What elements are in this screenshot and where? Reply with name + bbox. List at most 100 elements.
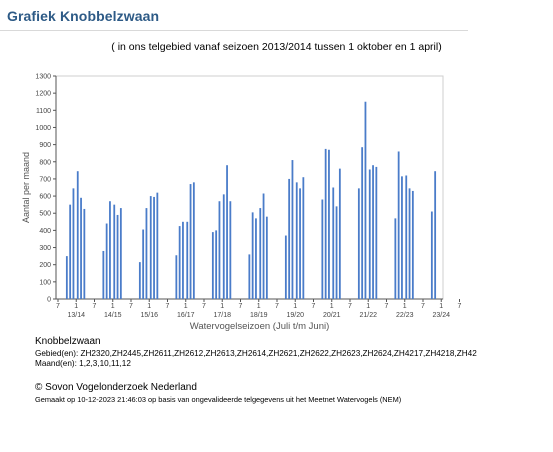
bar <box>153 196 155 299</box>
season-label: 15/16 <box>140 312 158 319</box>
bar <box>182 221 184 299</box>
bar <box>361 147 364 299</box>
x-tick-label-january: 1 <box>293 303 297 310</box>
bar <box>291 160 294 299</box>
bar <box>175 255 178 299</box>
season-label: 18/19 <box>250 312 268 319</box>
bar <box>80 197 82 299</box>
bar <box>375 166 378 299</box>
x-tick-label-july: 7 <box>348 303 352 310</box>
x-tick-label-july: 7 <box>93 303 97 310</box>
x-tick-label-july: 7 <box>56 303 60 310</box>
bar <box>142 229 145 299</box>
bar <box>226 165 228 299</box>
y-tick-label: 700 <box>39 176 51 183</box>
x-tick-label-july: 7 <box>275 303 279 310</box>
bar <box>302 177 305 299</box>
month-list: Maand(en): 1,2,3,10,11,12 <box>35 359 131 368</box>
y-tick-label: 400 <box>39 228 51 235</box>
x-tick-label-january: 1 <box>220 303 224 310</box>
x-tick-label-january: 1 <box>330 303 334 310</box>
bar <box>332 187 335 299</box>
bar <box>149 196 152 299</box>
bar-chart: 0 100 200 300 400 500 600 700 800 900 1000 1100 1200… <box>21 74 462 333</box>
x-tick-label-july: 7 <box>385 303 389 310</box>
y-tick-label: 500 <box>39 211 51 218</box>
y-tick-label: 1100 <box>36 108 51 115</box>
bar <box>335 206 338 299</box>
bar <box>368 169 371 299</box>
bar <box>411 190 414 299</box>
bar <box>405 175 408 299</box>
bar <box>102 250 105 299</box>
x-tick-label-january: 1 <box>111 303 115 310</box>
y-tick-label: 1200 <box>35 91 51 98</box>
bar <box>372 165 374 299</box>
x-tick-label-january: 1 <box>439 303 443 310</box>
bar <box>138 262 141 299</box>
bar <box>251 212 254 299</box>
bar <box>328 149 330 299</box>
bar <box>394 218 397 299</box>
season-label: 22/23 <box>396 312 414 319</box>
bar <box>186 221 189 299</box>
x-tick-label-july: 7 <box>202 303 206 310</box>
x-tick-label-july: 7 <box>166 303 170 310</box>
bar <box>65 256 68 299</box>
bar <box>192 182 195 299</box>
generated-note: Gemaakt op 10-12-2023 21:46:03 op basis … <box>35 395 402 404</box>
chart-subtitle: ( in ons telgebied vanaf seizoen 2013/20… <box>111 41 442 53</box>
bar <box>109 201 111 299</box>
bar <box>178 226 181 299</box>
bar <box>119 208 122 299</box>
bar <box>255 218 257 299</box>
bar <box>83 208 86 299</box>
copyright-notice: © Sovon Vogelonderzoek Nederland <box>35 382 197 393</box>
bar <box>76 171 79 299</box>
x-tick-label-july: 7 <box>129 303 133 310</box>
area-list: Gebied(en): ZH2320,ZH2445,ZH2611,ZH2612,… <box>35 349 477 358</box>
bar <box>295 182 298 299</box>
season-label: 21/22 <box>359 312 377 319</box>
bar <box>284 235 287 299</box>
x-axis-label: Watervogelseizoen (Juli t/m Juni) <box>190 321 330 332</box>
x-tick-label-july: 7 <box>312 303 316 310</box>
season-label: 17/18 <box>213 312 231 319</box>
page-title: Grafiek Knobbelzwaan <box>7 8 160 24</box>
y-tick-label: 1300 <box>35 74 51 81</box>
title-divider <box>0 30 468 31</box>
bar <box>401 176 403 299</box>
bar <box>229 201 232 299</box>
y-axis-label: Aantal per maand <box>21 152 31 223</box>
bar <box>218 201 221 299</box>
bar <box>116 214 119 299</box>
y-tick-label: 0 <box>47 297 51 304</box>
bar <box>408 188 411 299</box>
bar <box>113 204 116 299</box>
season-label: 13/14 <box>67 312 85 319</box>
bar <box>189 184 192 299</box>
bar <box>357 188 360 299</box>
y-tick-label: 800 <box>39 159 51 166</box>
bar <box>265 216 268 299</box>
bar <box>156 192 159 299</box>
season-label: 19/20 <box>286 312 304 319</box>
bar <box>288 178 291 299</box>
y-tick-label: 1000 <box>35 125 51 132</box>
bar <box>72 188 75 299</box>
y-tick-label: 200 <box>39 262 51 269</box>
bar <box>211 232 214 299</box>
season-label: 14/15 <box>104 312 122 319</box>
bar <box>215 230 218 299</box>
bar <box>248 254 251 299</box>
x-tick-label-january: 1 <box>257 303 261 310</box>
bar <box>222 194 225 299</box>
y-tick-label: 600 <box>39 194 51 201</box>
y-tick-label: 300 <box>39 245 51 252</box>
x-tick-label-january: 1 <box>366 303 370 310</box>
season-label: 20/21 <box>323 312 341 319</box>
bar <box>262 193 265 299</box>
bar <box>299 188 301 299</box>
bar <box>430 211 433 299</box>
y-tick-label: 900 <box>39 142 51 149</box>
